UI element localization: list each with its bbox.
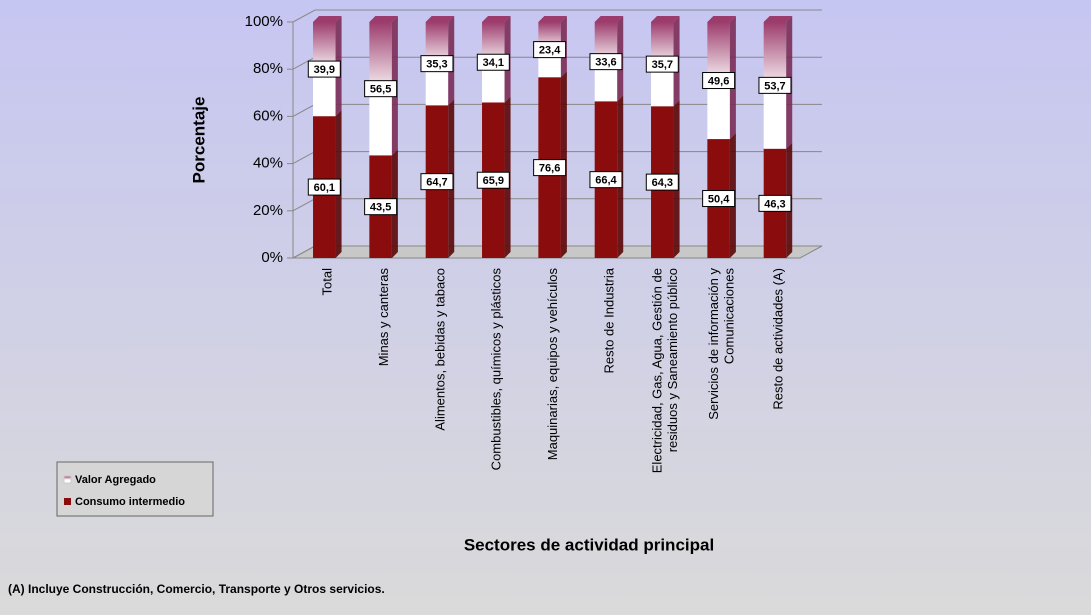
legend-swatch xyxy=(63,475,72,484)
legend-label: Valor Agregado xyxy=(75,474,156,486)
legend-label: Consumo intermedio xyxy=(75,496,185,508)
x-tick-label: Minas y canteras xyxy=(376,268,391,367)
value-label-box xyxy=(533,41,567,59)
value-label-box xyxy=(702,72,736,90)
bar-top xyxy=(538,16,567,22)
value-label: 56,5 xyxy=(370,84,391,96)
value-label-box xyxy=(476,171,510,189)
value-label: 34,1 xyxy=(483,57,504,69)
value-label-box xyxy=(702,190,736,208)
x-tick-label: Alimentos, bebidas y tabaco xyxy=(432,268,447,431)
value-label-box xyxy=(645,55,679,73)
value-label: 64,7 xyxy=(426,177,447,189)
x-tick-label: Resto de Industria xyxy=(601,267,616,373)
value-label: 76,6 xyxy=(539,163,560,175)
value-label-box xyxy=(420,173,454,191)
value-label-box xyxy=(307,60,341,78)
value-label: 64,3 xyxy=(652,177,673,189)
footnote: (A) Incluye Construcción, Comercio, Tran… xyxy=(8,582,385,596)
x-tick-label: Electricidad, Gas, Agua, Gestión deresid… xyxy=(650,268,681,473)
value-label-box xyxy=(364,80,398,98)
value-label: 66,4 xyxy=(595,175,617,187)
x-tick-label: Resto de actividades (A) xyxy=(770,268,785,410)
value-label: 33,6 xyxy=(595,57,616,69)
x-axis-label: Sectores de actividad principal xyxy=(464,535,714,554)
bar-top xyxy=(707,16,736,22)
x-tick-label: Combustibles, químicos y plásticos xyxy=(489,268,504,471)
value-label: 50,4 xyxy=(708,193,730,205)
y-tick-label: 0% xyxy=(261,249,283,266)
value-label: 46,3 xyxy=(764,198,785,210)
grid-line xyxy=(292,9,822,23)
bar-top xyxy=(425,16,455,22)
value-label-box xyxy=(476,53,510,71)
bar-top xyxy=(313,16,342,22)
value-label: 49,6 xyxy=(708,75,729,87)
bar-top xyxy=(651,16,680,22)
x-tick-label: Servicios de información yComunicaciones xyxy=(706,268,737,420)
value-label: 23,4 xyxy=(539,45,561,57)
x-tick-label: Maquinarias, equipos y vehículos xyxy=(545,268,560,461)
y-tick-label: 20% xyxy=(253,202,283,219)
value-label-box xyxy=(645,173,679,191)
y-tick-label: 100% xyxy=(245,13,283,30)
value-label: 35,7 xyxy=(652,59,673,71)
y-axis-label: Porcentaje xyxy=(189,97,208,184)
value-label: 35,3 xyxy=(426,59,447,71)
bar-top xyxy=(369,16,398,22)
value-label-box xyxy=(589,53,623,71)
value-label: 43,5 xyxy=(370,202,391,214)
y-tick-label: 80% xyxy=(253,60,283,77)
value-label: 53,7 xyxy=(764,80,785,92)
x-tick-label: Total xyxy=(320,268,335,296)
value-label-box xyxy=(307,178,341,196)
y-tick-label: 60% xyxy=(253,107,283,124)
value-label-box xyxy=(758,76,792,94)
bar-top xyxy=(482,16,511,22)
value-label: 60,1 xyxy=(314,182,335,194)
legend-box xyxy=(56,461,214,517)
value-label-box xyxy=(533,159,567,177)
value-label-box xyxy=(758,194,792,212)
value-label-box xyxy=(364,198,398,216)
value-label-box xyxy=(589,171,623,189)
bar-top xyxy=(763,16,793,22)
value-label: 39,9 xyxy=(314,64,335,76)
bar-top xyxy=(594,16,624,22)
value-label: 65,9 xyxy=(483,175,504,187)
value-label-box xyxy=(420,55,454,73)
y-tick-label: 40% xyxy=(253,155,283,172)
legend-swatch xyxy=(64,498,71,505)
